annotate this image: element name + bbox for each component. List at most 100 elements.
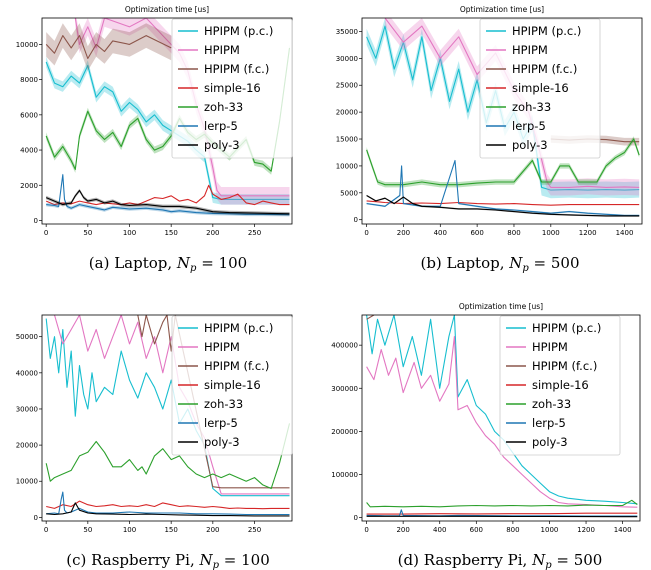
legend-label: zoh-33 bbox=[512, 100, 551, 114]
x-tick-label: 250 bbox=[248, 526, 261, 534]
x-tick-label: 1000 bbox=[541, 526, 559, 534]
caption-var: N bbox=[176, 254, 191, 272]
chart-a: Optimization time [us] 0 50 100 150 200 250 0 20… bbox=[16, 5, 293, 274]
x-tick-label: 1400 bbox=[614, 526, 632, 534]
series-line-poly-3 bbox=[45, 189, 290, 215]
series-line-hpipm-f-c bbox=[45, 35, 172, 60]
caption-text: (c) Raspberry Pi, bbox=[66, 551, 199, 569]
x-tick-label: 0 bbox=[364, 229, 368, 237]
axes-frame bbox=[361, 17, 643, 225]
legend-label: HPIPM bbox=[204, 340, 240, 354]
y-tick-label: 300000 bbox=[331, 385, 358, 393]
series-line-zoh-33 bbox=[45, 423, 291, 490]
legend-label: HPIPM (f.c.) bbox=[512, 62, 577, 76]
legend-label: lerp-5 bbox=[204, 119, 238, 133]
caption-eq: = 500 bbox=[552, 551, 603, 569]
series-line-poly-3 bbox=[46, 502, 290, 517]
series-line-zoh-33 bbox=[366, 499, 638, 508]
chart-title: Optimization time [us] bbox=[125, 5, 209, 14]
y-tick-label: 5000 bbox=[340, 189, 358, 197]
y-tick-label: 40000 bbox=[16, 369, 38, 377]
subfigure-caption: (b) Laptop, Np = 500 bbox=[420, 254, 579, 274]
legend-label: poly-3 bbox=[532, 435, 568, 449]
caption-eq: = 500 bbox=[529, 254, 580, 272]
x-tick-label: 200 bbox=[396, 526, 409, 534]
caption-var: N bbox=[508, 254, 523, 272]
legend-label: simple-16 bbox=[512, 81, 569, 95]
y-tick-label: 30000 bbox=[16, 405, 38, 413]
caption-eq: = 100 bbox=[219, 551, 270, 569]
y-tick-label: 20000 bbox=[336, 109, 358, 117]
x-tick-label: 1200 bbox=[577, 526, 595, 534]
x-tick-label: 1400 bbox=[616, 229, 634, 237]
x-tick-label: 150 bbox=[164, 229, 177, 237]
y-tick-label: 0 bbox=[34, 514, 38, 522]
y-tick-label: 15000 bbox=[336, 136, 358, 144]
x-tick-label: 1000 bbox=[542, 229, 560, 237]
caption-var: N bbox=[531, 551, 546, 569]
chart-b: Optimization time [us] 0 200 400 600 800 1000 1… bbox=[336, 5, 643, 274]
y-tick-label: 200000 bbox=[331, 428, 358, 436]
subfigure-caption: (a) Laptop, Np = 100 bbox=[89, 254, 247, 274]
legend-label: lerp-5 bbox=[204, 416, 238, 430]
series-line-hpipm-f-c bbox=[366, 315, 375, 320]
y-tick-label: 100000 bbox=[331, 471, 358, 479]
y-tick-label: 400000 bbox=[331, 342, 358, 350]
y-tick-label: 0 bbox=[354, 514, 358, 522]
caption-text: (d) Raspberry Pi, bbox=[398, 551, 532, 569]
legend-label: HPIPM (p.c.) bbox=[532, 321, 601, 335]
x-tick-label: 1200 bbox=[579, 229, 597, 237]
x-tick-label: 50 bbox=[83, 526, 92, 534]
chart-title: Optimization time [us] bbox=[460, 5, 544, 14]
y-tick-label: 25000 bbox=[336, 82, 358, 90]
series-line-lerp-5 bbox=[46, 174, 290, 216]
legend-label: poly-3 bbox=[512, 138, 548, 152]
legend-label: simple-16 bbox=[204, 81, 261, 95]
legend-label: HPIPM (p.c.) bbox=[512, 24, 581, 38]
legend-label: HPIPM bbox=[532, 340, 568, 354]
legend-label: HPIPM bbox=[204, 43, 240, 57]
subfigure-caption: (d) Raspberry Pi, Np = 500 bbox=[398, 551, 603, 570]
caption-sub: p bbox=[190, 263, 197, 274]
y-tick-label: 8000 bbox=[20, 76, 38, 84]
legend-label: zoh-33 bbox=[204, 100, 243, 114]
x-tick-label: 200 bbox=[206, 526, 219, 534]
y-tick-label: 50000 bbox=[16, 333, 38, 341]
series-band-zoh-33 bbox=[46, 44, 290, 175]
chart-d: Optimization time [us] 0 200 400 600 800 1000 1… bbox=[331, 302, 641, 570]
y-tick-label: 20000 bbox=[16, 442, 38, 450]
x-tick-label: 0 bbox=[364, 526, 368, 534]
x-tick-label: 600 bbox=[470, 526, 483, 534]
series-line-poly-3 bbox=[366, 195, 640, 217]
x-tick-label: 200 bbox=[397, 229, 410, 237]
series-line-simple-16 bbox=[366, 512, 638, 515]
legend-label: HPIPM (p.c.) bbox=[204, 24, 273, 38]
legend: HPIPM (p.c.) HPIPM HPIPM (f.c.) simple-16 zo… bbox=[479, 18, 601, 159]
plot-area bbox=[366, 315, 638, 518]
legend-label: lerp-5 bbox=[532, 416, 566, 430]
plot-area bbox=[45, 315, 291, 517]
x-tick-label: 200 bbox=[206, 229, 219, 237]
series-band-hpipm-f-c bbox=[46, 23, 172, 71]
x-tick-label: 250 bbox=[248, 229, 261, 237]
caption-eq: = 100 bbox=[196, 254, 247, 272]
series-line-zoh-33 bbox=[366, 138, 640, 186]
y-tick-label: 10000 bbox=[336, 162, 358, 170]
x-tick-label: 100 bbox=[123, 229, 136, 237]
legend-label: zoh-33 bbox=[204, 397, 243, 411]
x-tick-label: 0 bbox=[44, 526, 48, 534]
x-tick-label: 800 bbox=[506, 526, 519, 534]
x-tick-label: 800 bbox=[507, 229, 520, 237]
legend-label: HPIPM (f.c.) bbox=[532, 359, 597, 373]
y-tick-label: 30000 bbox=[336, 55, 358, 63]
legend-label: poly-3 bbox=[204, 435, 240, 449]
legend-label: simple-16 bbox=[204, 378, 261, 392]
caption-sub: p bbox=[213, 560, 220, 570]
x-tick-label: 400 bbox=[434, 229, 447, 237]
legend-label: HPIPM (f.c.) bbox=[204, 62, 269, 76]
legend-box bbox=[479, 18, 601, 159]
x-tick-label: 150 bbox=[164, 526, 177, 534]
caption-var: N bbox=[198, 551, 213, 569]
legend-box bbox=[171, 315, 293, 456]
